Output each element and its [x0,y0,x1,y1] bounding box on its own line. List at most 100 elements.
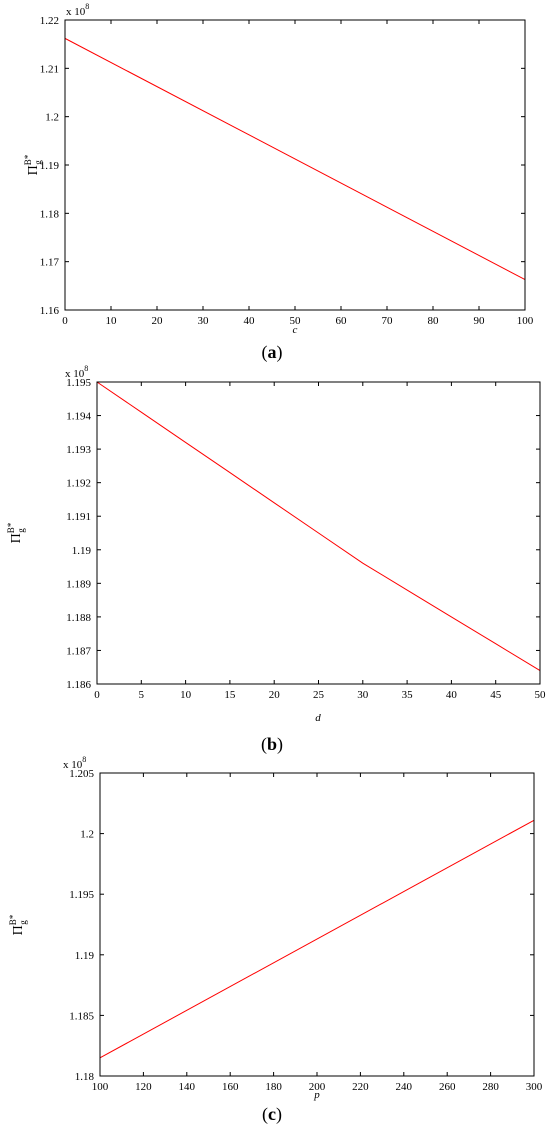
chart-a-caption-letter: a [268,342,277,362]
chart-c-ylabel-symbol: Π [11,925,26,935]
chart-c: 100 120 140 160 180 200 220 240 260 280 300 1.18 1.1… [8,755,543,1125]
chart-c-xtick-label: 240 [396,1081,413,1093]
chart-c-xtick-label: 220 [352,1081,369,1093]
chart-c-plot-frame [99,772,535,1077]
chart-a-ytick-label: 1.16 [40,305,60,317]
chart-c-series [99,819,535,1059]
chart-b-xtick-label: 25 [313,689,325,701]
chart-c-ylabel-sub: g [18,920,28,925]
chart-b-ticklabels: 0 5 10 15 20 25 30 35 40 45 50 1.186 1.187 1.188 1.189… [66,377,546,701]
chart-b-ytick-label: 1.187 [66,645,91,657]
chart-a-ytick-label: 1.2 [45,112,59,124]
chart-b-xtick-label: 40 [446,689,458,701]
chart-c-ytick-label: 1.185 [69,1010,94,1022]
chart-c-xtick-label: 120 [135,1081,152,1093]
chart-c-xtick-label: 260 [439,1081,456,1093]
chart-a-caption-close: ) [277,342,283,363]
chart-b-exponent-power: 8 [84,364,88,373]
chart-c-xtick-label: 100 [92,1081,109,1093]
chart-a-series [64,37,526,280]
chart-c-ytick-label: 1.195 [69,889,94,901]
chart-c-xtick-label: 140 [179,1081,196,1093]
chart-a-xtick-label: 60 [336,315,348,327]
chart-c-exponent-power: 8 [82,755,86,764]
chart-a-ytick-label: 1.18 [40,208,60,220]
chart-c-ylabel-sup: B* [8,914,18,925]
chart-c-ticklabels: 100 120 140 160 180 200 220 240 260 280 300 1.18 1.1… [69,768,543,1093]
chart-a-xtick-label: 80 [428,315,440,327]
chart-b-series-line [96,381,541,672]
chart-c-caption-open: ( [262,1104,268,1125]
chart-b-caption-open: ( [261,734,267,755]
chart-b-caption-close: ) [277,734,283,755]
chart-c-exponent: x 108 [63,755,86,771]
chart-b-xtick-label: 20 [269,689,281,701]
chart-b-xtick-label: 15 [224,689,236,701]
chart-c-ylabel: ΠB*g [8,914,28,935]
chart-b-ytick-label: 1.19 [72,545,92,557]
chart-c-xlabel: p [313,1089,320,1101]
chart-b-xtick-label: 5 [139,689,145,701]
chart-a-ylabel-sup: B* [23,154,33,165]
chart-a-ticks [64,19,526,311]
chart-c-xtick-label: 200 [309,1081,326,1093]
chart-b-plot-frame [96,381,541,685]
chart-c-xtick-label: 280 [482,1081,499,1093]
chart-c-ytick-label: 1.19 [75,950,95,962]
chart-a-xtick-label: 50 [290,315,302,327]
chart-c-ytick-label: 1.18 [75,1071,95,1083]
chart-b-caption-letter: b [267,734,277,754]
chart-a-caption: (a) [262,342,283,363]
chart-c-xtick-label: 180 [265,1081,282,1093]
chart-b-exponent-base: x 10 [65,368,85,380]
chart-a-ylabel-symbol: Π [26,165,41,175]
chart-a-xtick-label: 0 [62,315,68,327]
chart-b-series [96,381,541,672]
chart-a-exponent-power: 8 [85,2,89,11]
chart-b-xtick-label: 30 [357,689,369,701]
chart-a-plot-frame [64,19,526,311]
chart-a-ylabel: ΠB*g [23,154,43,175]
chart-c-caption-letter: c [268,1104,276,1124]
chart-b-xtick-label: 0 [94,689,100,701]
chart-b-ytick-label: 1.192 [66,478,91,490]
chart-a-ytick-label: 1.22 [40,15,59,27]
chart-c-caption-close: ) [276,1104,282,1125]
chart-b-ytick-label: 1.195 [66,377,91,389]
chart-b-xlabel: d [315,712,321,724]
chart-a-series-line [64,37,526,280]
chart-a-caption-open: ( [262,342,268,363]
chart-a-ytick-label: 1.17 [40,257,60,269]
chart-b-exponent: x 108 [65,364,88,380]
chart-b-ylabel-sub: g [16,528,26,533]
chart-a-xtick-label: 70 [382,315,394,327]
chart-b-xtick-label: 10 [180,689,192,701]
chart-c-series-line [99,819,535,1059]
chart-a-xtick-label: 90 [474,315,486,327]
chart-b-xtick-label: 45 [490,689,502,701]
chart-b-caption: (b) [261,734,283,755]
chart-b-xtick-label: 35 [402,689,414,701]
chart-a-xlabel: c [293,324,298,336]
chart-a: 0 10 20 30 40 50 60 70 80 90 100 1.16 1.17 1.18 1.19 1.… [23,2,534,363]
chart-a-xtick-label: 20 [152,315,164,327]
chart-c-xtick-label: 300 [526,1081,543,1093]
chart-a-exponent: x 108 [66,2,89,18]
chart-b-ytick-label: 1.193 [66,444,91,456]
chart-c-exponent-base: x 10 [63,759,83,771]
chart-c-xtick-label: 160 [222,1081,239,1093]
chart-b-ylabel: ΠB*g [6,522,26,543]
chart-b-xtick-label: 50 [535,689,547,701]
chart-c-ytick-label: 1.2 [80,829,94,841]
chart-b-ytick-label: 1.186 [66,679,91,691]
chart-b-ylabel-symbol: Π [9,533,24,543]
chart-b-ylabel-sup: B* [6,522,16,533]
chart-c-caption: (c) [262,1104,282,1125]
chart-b-ytick-label: 1.194 [66,411,91,423]
chart-b: 0 5 10 15 20 25 30 35 40 45 50 1.186 1.187 1.188 1.189… [6,364,546,755]
chart-b-ytick-label: 1.191 [66,511,91,523]
chart-a-ticklabels: 0 10 20 30 40 50 60 70 80 90 100 1.16 1.17 1.18 1.19 1.… [40,15,534,327]
chart-b-ytick-label: 1.188 [66,612,91,624]
chart-a-xtick-label: 40 [244,315,256,327]
